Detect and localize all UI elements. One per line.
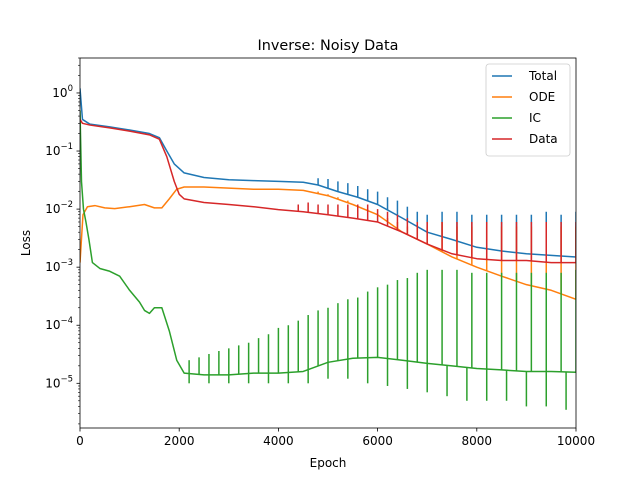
legend-label-ic: IC: [529, 111, 541, 125]
y-tick-label: 10−4: [45, 316, 73, 332]
legend: Total ODE IC Data: [485, 63, 571, 157]
legend-label-total: Total: [528, 69, 557, 83]
y-tick-label: 10−3: [45, 258, 73, 274]
series-line-ode: [80, 186, 576, 300]
legend-label-ode: ODE: [529, 90, 555, 104]
plot-frame: [79, 57, 577, 429]
y-tick-label: 10−2: [45, 200, 73, 216]
x-tick-label: 6000: [362, 434, 393, 448]
x-tick-label: 8000: [462, 434, 493, 448]
series-layer: [80, 88, 576, 410]
series-line-total: [80, 88, 576, 258]
x-tick-label: 10000: [557, 434, 595, 448]
x-axis-label: Epoch: [310, 456, 347, 470]
y-tick-label: 10−5: [45, 374, 73, 390]
y-tick-label: 10−1: [45, 142, 73, 158]
x-tick-label: 4000: [263, 434, 294, 448]
chart-title: Inverse: Noisy Data: [258, 38, 399, 54]
series-ic: [80, 110, 576, 410]
y-axis-label: Loss: [19, 230, 33, 256]
series-line-ic: [80, 110, 576, 376]
x-axis: 0 2000 4000 6000 8000 10000: [76, 428, 595, 448]
series-data: [80, 119, 576, 264]
legend-label-data: Data: [529, 132, 558, 146]
x-tick-label: 0: [76, 434, 84, 448]
series-line-data: [80, 119, 576, 264]
x-tick-label: 2000: [164, 434, 195, 448]
y-axis: 10−5 10−4 10−3 10−2 10−1 100: [45, 57, 80, 425]
legend-box: [485, 63, 571, 157]
y-tick-label: 100: [52, 84, 73, 100]
